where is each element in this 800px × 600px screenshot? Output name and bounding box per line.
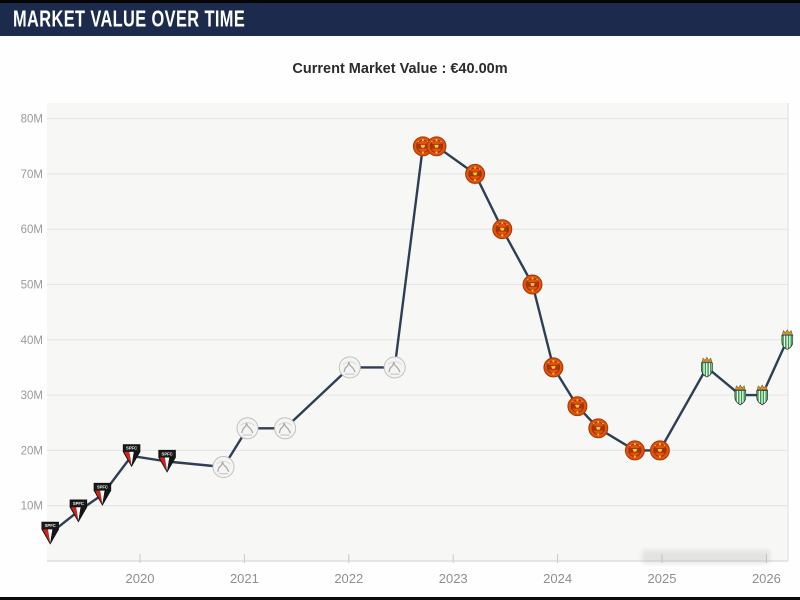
page-title: MARKET VALUE OVER TIME [13,6,246,32]
betis-crest-icon[interactable] [701,357,712,377]
x-tick-label: 2020 [126,571,155,586]
ajax-crest-icon[interactable] [383,356,406,379]
ajax-crest-icon[interactable] [338,356,361,379]
betis-crest-icon[interactable] [735,385,746,405]
current-market-value-label: Current Market Value : €40.00m [292,61,508,77]
betis-crest-icon[interactable] [782,330,793,350]
x-tick-label: 2025 [648,571,677,586]
y-tick-label: 40M [21,335,43,347]
market-value-chart: SPFC [0,3,800,597]
y-grid-and-labels: 10M 20M 30M 40M 50M 60M 70M 80M [21,114,788,513]
x-tick-label: 2022 [334,571,363,586]
man-united-crest-icon[interactable] [624,440,645,461]
man-united-crest-icon[interactable] [543,357,564,378]
betis-crest-icon[interactable] [757,385,768,405]
market-value-chart-canvas: SPFC [21,103,800,586]
y-tick-label: 30M [21,390,43,402]
man-united-crest-icon[interactable] [465,163,486,184]
x-tick-label: 2023 [439,571,468,586]
man-united-crest-icon[interactable] [522,274,543,295]
header-bar: MARKET VALUE OVER TIME [0,3,800,36]
watermark [642,550,770,564]
x-tick-label: 2021 [230,571,259,586]
y-tick-label: 80M [21,114,43,126]
ajax-crest-icon[interactable] [212,455,235,479]
man-united-crest-icon[interactable] [492,219,513,240]
plot-area [47,103,788,561]
man-united-crest-icon[interactable] [649,440,670,461]
y-tick-label: 20M [21,445,43,457]
y-tick-label: 60M [21,224,43,236]
x-tick-label: 2024 [543,571,572,586]
y-tick-label: 70M [21,169,43,181]
y-tick-label: 50M [21,280,43,292]
x-axis: 2020 2021 2022 2023 2024 2025 2026 [47,554,788,586]
man-united-crest-icon[interactable] [567,396,588,417]
man-united-crest-icon[interactable] [588,418,609,439]
x-tick-label: 2026 [752,571,781,586]
ajax-crest-icon[interactable] [236,417,259,440]
ajax-crest-icon[interactable] [273,417,297,440]
y-tick-label: 10M [21,501,43,513]
man-united-crest-icon[interactable] [426,136,447,157]
